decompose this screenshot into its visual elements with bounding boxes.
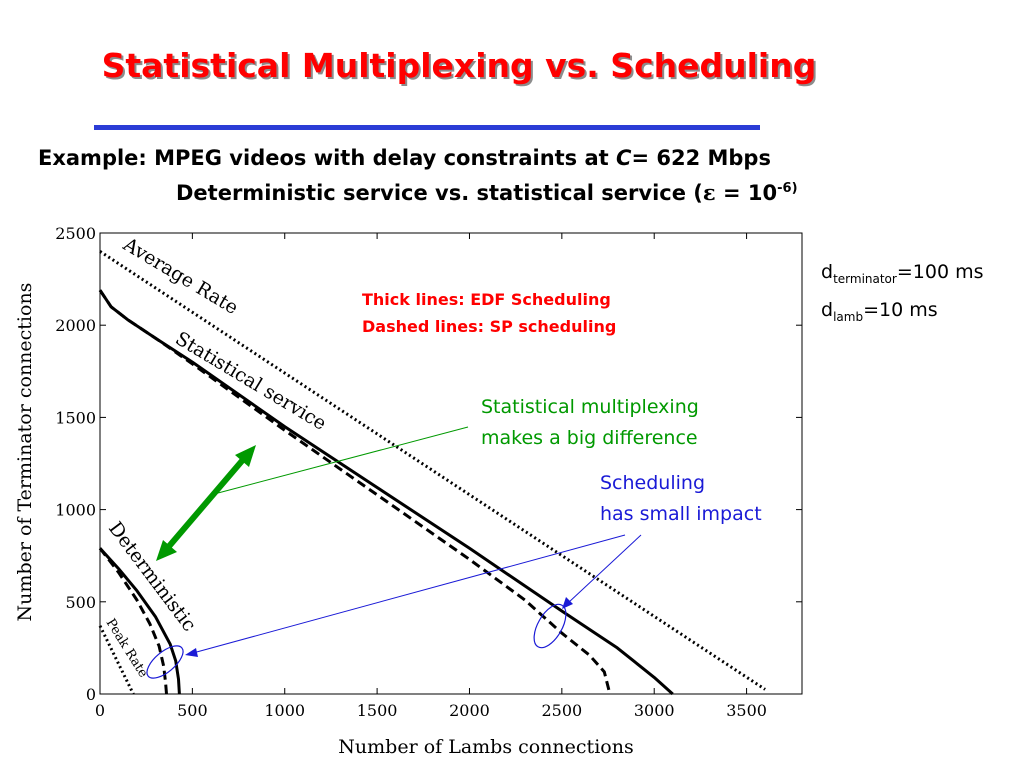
x-tick-label: 2500 bbox=[541, 701, 582, 720]
blue-pointer-head-2 bbox=[562, 597, 573, 609]
y-tick-label: 2500 bbox=[55, 224, 96, 243]
note-stat-line2: makes a big difference bbox=[481, 427, 698, 449]
x-tick-label: 0 bbox=[95, 701, 105, 720]
x-tick-label: 3000 bbox=[634, 701, 675, 720]
example-subline: Deterministic service vs. statistical se… bbox=[176, 180, 798, 205]
green-pointer-line bbox=[217, 426, 469, 494]
param-d2-sub: lamb bbox=[833, 309, 864, 324]
example-c: C bbox=[616, 146, 632, 170]
param-d2: d bbox=[821, 298, 834, 321]
epsilon-symbol: ε bbox=[702, 180, 716, 205]
double-arrow-head-up bbox=[235, 445, 256, 467]
y-tick-label: 1500 bbox=[55, 408, 96, 427]
subline-middle: = 10 bbox=[715, 181, 778, 205]
x-tick-label: 500 bbox=[177, 701, 208, 720]
label-average-rate: Average Rate bbox=[119, 233, 242, 319]
double-arrow-head-down bbox=[156, 540, 177, 561]
param-d1-sub: terminator bbox=[833, 271, 897, 286]
series-line-statistical-service-solid bbox=[98, 289, 674, 696]
series-group bbox=[98, 250, 766, 696]
annotation-arrows bbox=[146, 426, 642, 679]
label-deterministic: Deterministic bbox=[104, 518, 200, 636]
double-arrow-shaft bbox=[162, 453, 250, 553]
x-tick-label: 1000 bbox=[264, 701, 305, 720]
y-axis-label: Number of Terminator connections bbox=[14, 283, 36, 622]
param-d2-value: =10 ms bbox=[863, 298, 938, 321]
label-peak-rate: Peak Rate bbox=[103, 616, 151, 680]
x-tick-label: 3500 bbox=[726, 701, 767, 720]
axis-ticks: 0 500 1000 1500 2000 2500 3000 3500 0 500 1000 1500… bbox=[55, 224, 802, 720]
subline-exponent: -6) bbox=[777, 181, 798, 196]
y-tick-label: 0 bbox=[86, 685, 96, 704]
slide-title: Statistical Multiplexing vs. Scheduling bbox=[101, 46, 817, 85]
line-style-legend: Thick lines: EDF Scheduling Dashed lines… bbox=[362, 286, 616, 340]
param-d1: d bbox=[821, 261, 834, 283]
series-line-deterministic-solid bbox=[98, 547, 181, 695]
param-d1-value: =100 ms bbox=[896, 261, 984, 283]
y-tick-label: 2000 bbox=[55, 316, 96, 335]
deterministic-highlight-ellipse bbox=[146, 645, 184, 679]
series-line-deterministic-dashed bbox=[98, 547, 168, 695]
plot-frame bbox=[99, 232, 803, 695]
title-underline bbox=[94, 125, 760, 130]
x-tick-label: 2000 bbox=[449, 701, 490, 720]
x-tick-label: 1500 bbox=[357, 701, 398, 720]
label-statistical-service: Statistical service bbox=[171, 327, 330, 434]
scheduling-note: Scheduling has small impact bbox=[600, 468, 762, 530]
note-sched-line1: Scheduling bbox=[600, 472, 706, 494]
statistical-multiplexing-note: Statistical multiplexing makes a big dif… bbox=[481, 392, 699, 454]
y-tick-label: 1000 bbox=[55, 501, 96, 520]
param-lamb: dlamb=10 ms bbox=[821, 295, 983, 333]
blue-pointer-line-2 bbox=[567, 534, 642, 604]
example-line: Example: MPEG videos with delay constrai… bbox=[38, 146, 771, 170]
delay-constraint-chart: 0 500 1000 1500 2000 2500 3000 3500 0 500 1000 1500… bbox=[14, 224, 803, 758]
legend-thick: Thick lines: EDF Scheduling bbox=[362, 290, 611, 309]
subline-prefix: Deterministic service vs. statistical se… bbox=[176, 181, 703, 205]
blue-pointer-line-1 bbox=[192, 534, 626, 654]
note-sched-line2: has small impact bbox=[600, 503, 762, 525]
example-suffix: = 622 Mbps bbox=[631, 146, 771, 170]
x-axis-label: Number of Lambs connections bbox=[338, 736, 633, 758]
blue-pointer-head-1 bbox=[185, 648, 198, 657]
delay-parameters: dterminator=100 ms dlamb=10 ms bbox=[821, 257, 983, 333]
example-prefix: Example: MPEG videos with delay constrai… bbox=[38, 146, 617, 170]
legend-dashed: Dashed lines: SP scheduling bbox=[362, 317, 617, 336]
statistical-highlight-ellipse bbox=[533, 603, 567, 649]
param-terminator: dterminator=100 ms bbox=[821, 257, 983, 295]
note-stat-line1: Statistical multiplexing bbox=[481, 396, 699, 418]
y-tick-label: 500 bbox=[65, 593, 96, 612]
